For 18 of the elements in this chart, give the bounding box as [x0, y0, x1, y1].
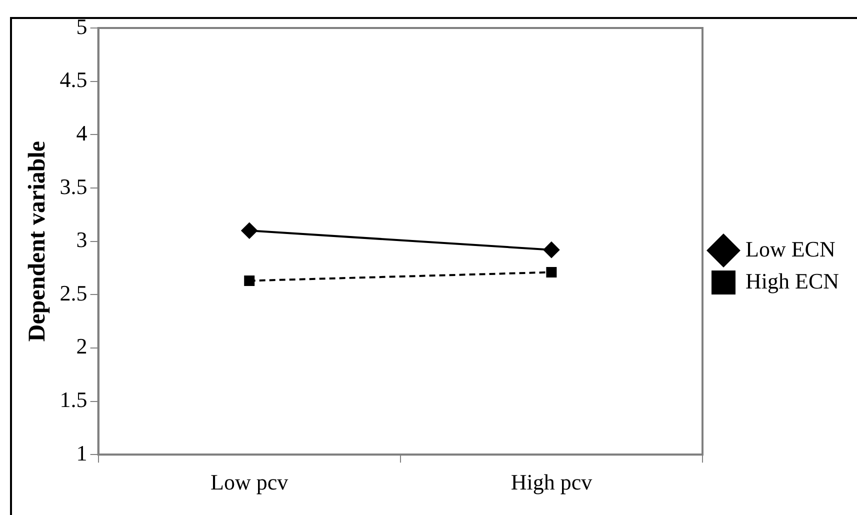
- point: [244, 276, 255, 286]
- y-tick-label: 1.5: [60, 387, 88, 412]
- x-tick-label: Low pcv: [210, 470, 288, 495]
- y-tick-label: 3: [76, 227, 88, 252]
- y-tick-label: 2: [76, 334, 88, 359]
- legend-label: Low ECN: [746, 236, 836, 262]
- y-tick-label: 2.5: [60, 280, 88, 306]
- y-axis-title: Dependent variable: [24, 140, 51, 342]
- y-tick-label: 5: [76, 14, 88, 39]
- y-tick-label: 4.5: [60, 67, 88, 92]
- legend-label: High ECN: [746, 268, 840, 294]
- point: [546, 266, 557, 278]
- point: [241, 222, 258, 239]
- y-tick-label: 3.5: [60, 174, 88, 199]
- x-tick-label: High pcv: [510, 470, 592, 495]
- y-tick-label: 1: [76, 440, 88, 466]
- y-tick-label: 4: [76, 120, 88, 146]
- point: [543, 242, 560, 258]
